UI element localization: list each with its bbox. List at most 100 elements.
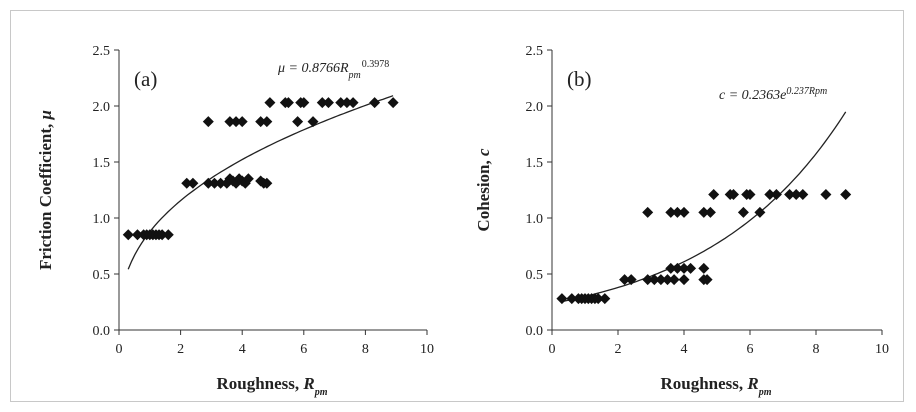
- data-point-diamond: [230, 116, 242, 128]
- x-tick-label: 2: [615, 342, 622, 357]
- panel-a: 0.0 0.5 1.0 1.5 2.0 2.5 0 2 4 6 8 10 (a) μ = 0.876…: [36, 44, 434, 398]
- y-tick-label: 0.0: [93, 324, 111, 339]
- data-point-diamond: [728, 188, 739, 200]
- panel-b-data-points: [556, 188, 852, 305]
- y-tick-label: 1.5: [526, 156, 544, 171]
- data-point-diamond: [764, 188, 776, 200]
- data-point-diamond: [242, 173, 254, 185]
- data-point-diamond: [335, 97, 347, 109]
- data-point-diamond: [599, 293, 611, 305]
- data-point-diamond: [316, 97, 328, 109]
- data-point-diamond: [307, 116, 319, 128]
- data-point-diamond: [820, 188, 832, 200]
- data-point-diamond: [322, 97, 334, 109]
- y-tick-label: 0.5: [93, 268, 111, 283]
- panel-a-y-axis-title: Friction Coefficient, μ: [36, 110, 55, 270]
- data-point-diamond: [619, 274, 631, 286]
- data-point-diamond: [744, 188, 756, 200]
- x-tick-label: 6: [300, 342, 307, 357]
- panel-a-data-points: [122, 97, 399, 241]
- panel-a-label: (a): [134, 67, 157, 91]
- data-point-diamond: [625, 274, 637, 286]
- y-tick-label: 0.5: [526, 268, 544, 283]
- data-point-diamond: [261, 116, 273, 128]
- x-tick-label: 4: [239, 342, 246, 357]
- y-tick-label: 1.5: [93, 156, 111, 171]
- data-point-diamond: [264, 97, 276, 109]
- data-point-diamond: [754, 206, 766, 218]
- data-point-diamond: [292, 116, 304, 128]
- data-point-diamond: [665, 206, 677, 218]
- x-tick-label: 4: [681, 342, 688, 357]
- data-point-diamond: [187, 177, 199, 189]
- data-point-diamond: [556, 293, 568, 305]
- data-point-diamond: [642, 206, 654, 218]
- panel-b-axes: [547, 49, 883, 335]
- data-point-diamond: [648, 274, 660, 286]
- data-point-diamond: [665, 262, 677, 274]
- data-point-diamond: [655, 274, 667, 286]
- data-point-diamond: [181, 177, 193, 189]
- data-point-diamond: [770, 188, 782, 200]
- data-point-diamond: [678, 206, 690, 218]
- data-point-diamond: [162, 229, 174, 241]
- panel-a-y-tick-labels: 0.0 0.5 1.0 1.5 2.0 2.5: [93, 44, 111, 339]
- figure-frame: [10, 10, 904, 402]
- data-point-diamond: [215, 177, 227, 189]
- data-point-diamond: [698, 206, 710, 218]
- data-point-diamond: [347, 97, 359, 109]
- data-point-diamond: [592, 293, 604, 305]
- data-point-diamond: [698, 262, 710, 274]
- data-point-diamond: [671, 262, 683, 274]
- y-tick-label: 2.0: [93, 100, 111, 115]
- data-point-diamond: [662, 274, 673, 286]
- data-point-diamond: [202, 116, 214, 128]
- data-point-diamond: [790, 188, 802, 200]
- x-tick-label: 10: [875, 342, 889, 357]
- data-point-diamond: [122, 229, 134, 241]
- panel-b-x-axis-title: Roughness, Rpm: [660, 374, 771, 398]
- x-tick-label: 0: [549, 342, 556, 357]
- data-point-diamond: [261, 177, 273, 189]
- y-tick-label: 2.0: [526, 100, 544, 115]
- panel-b-equation: c = 0.2363e0.237Rpm: [719, 86, 827, 104]
- data-point-diamond: [704, 206, 716, 218]
- data-point-diamond: [685, 262, 697, 274]
- panel-b: 0.0 0.5 1.0 1.5 2.0 2.5 0 2 4 6 8 10 (b) c = 0.236…: [474, 44, 889, 398]
- data-point-diamond: [701, 274, 713, 286]
- panel-a-fit-curve: [127, 95, 394, 270]
- data-point-diamond: [236, 116, 248, 128]
- data-point-diamond: [387, 97, 399, 109]
- x-tick-label: 0: [116, 342, 123, 357]
- data-point-diamond: [282, 97, 294, 109]
- y-tick-label: 0.0: [526, 324, 544, 339]
- data-point-diamond: [341, 97, 353, 109]
- x-tick-label: 8: [362, 342, 369, 357]
- data-point-diamond: [678, 262, 690, 274]
- data-point-diamond: [737, 206, 749, 218]
- panel-b-y-axis-title: Cohesion, c: [474, 148, 493, 232]
- panel-a-axes: [114, 49, 428, 335]
- panel-b-fit-curve: [561, 111, 847, 303]
- y-tick-label: 2.5: [93, 44, 111, 59]
- panel-b-label: (b): [567, 67, 592, 91]
- x-tick-label: 6: [747, 342, 754, 357]
- y-tick-label: 2.5: [526, 44, 544, 59]
- panel-a-equation: μ = 0.8766Rpm0.3978: [277, 59, 389, 81]
- panel-a-x-axis-title: Roughness, Rpm: [216, 374, 327, 398]
- data-point-diamond: [671, 206, 683, 218]
- data-point-diamond: [202, 177, 214, 189]
- data-point-diamond: [131, 229, 143, 241]
- data-point-diamond: [784, 188, 796, 200]
- panel-b-x-tick-labels: 0 2 4 6 8 10: [549, 342, 890, 357]
- data-point-diamond: [156, 229, 168, 241]
- data-point-diamond: [678, 274, 690, 286]
- data-point-diamond: [566, 293, 578, 305]
- data-point-diamond: [642, 274, 654, 286]
- x-tick-label: 2: [177, 342, 184, 357]
- data-point-diamond: [298, 97, 310, 109]
- data-point-diamond: [668, 274, 680, 286]
- data-point-diamond: [369, 97, 381, 109]
- data-point-diamond: [840, 188, 852, 200]
